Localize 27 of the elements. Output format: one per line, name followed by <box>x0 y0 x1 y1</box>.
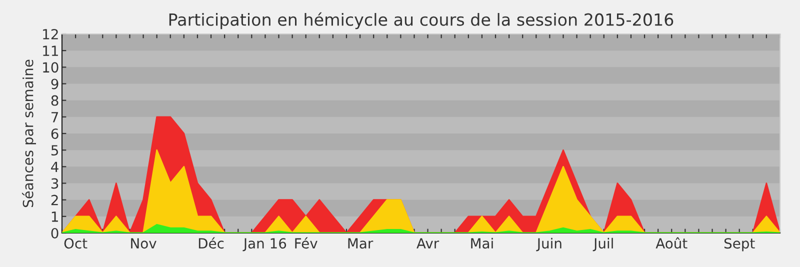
x-tick-label: Août <box>656 237 688 249</box>
y-tick-label: 11 <box>43 46 58 56</box>
x-tick-label: Nov <box>131 238 156 249</box>
x-tick-label: Sept <box>724 238 755 252</box>
x-tick-label: Jan 16 <box>242 238 286 252</box>
y-tick-label: 6 <box>51 128 58 139</box>
chart-title: Participation en hémicycle au cours de la session 2015-2016 <box>169 12 674 30</box>
y-tick-label: 9 <box>51 78 58 90</box>
y-tick-label: 5 <box>51 145 58 156</box>
y-tick-label: 4 <box>51 162 58 172</box>
y-tick-label: 12 <box>43 28 58 40</box>
y-tick-label: 1 <box>52 212 58 222</box>
y-tick-label: 3 <box>51 178 58 189</box>
y-tick-label: 2 <box>51 194 58 206</box>
x-tick-label: Mai <box>471 238 493 249</box>
x-tick-label: Mar <box>348 238 374 249</box>
y-tick-label: 0 <box>51 228 58 238</box>
y-tick-label: 7 <box>52 112 58 122</box>
x-tick-label: Oct <box>64 238 88 249</box>
y-tick-label: 10 <box>43 62 58 73</box>
x-tick-label: Juin <box>536 238 562 252</box>
y-axis-title: Séances par semaine <box>22 60 36 208</box>
y-tick-label: 8 <box>51 95 58 106</box>
x-tick-label: Déc <box>198 237 224 249</box>
x-tick-label: Avr <box>416 238 440 248</box>
x-tick-label: Fév <box>295 237 318 249</box>
x-tick-label: Juil <box>592 238 613 252</box>
